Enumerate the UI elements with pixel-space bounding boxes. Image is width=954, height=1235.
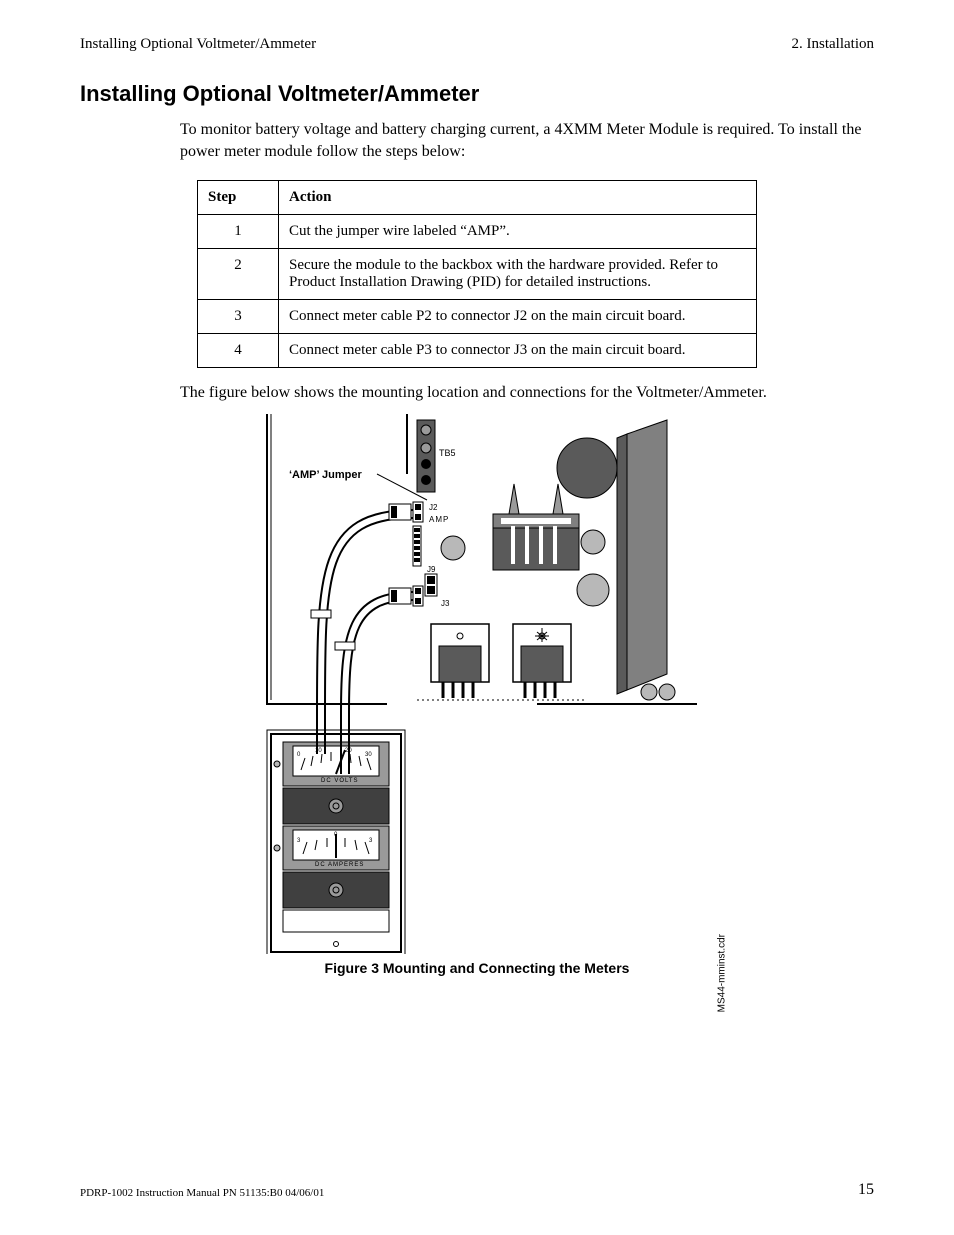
col-action-header: Action [279, 181, 757, 215]
figure-side-label: MS44-mminst.cdr [716, 934, 727, 1012]
label-amp: AMP [429, 515, 449, 524]
label-dc-volts: DC VOLTS [321, 778, 359, 784]
label-dc-amperes: DC AMPERES [315, 862, 364, 868]
step-action: Connect meter cable P3 to connector J3 o… [279, 334, 757, 368]
page-number: 15 [858, 1181, 874, 1199]
label-j9: J9 [427, 565, 436, 574]
col-step-header: Step [198, 181, 279, 215]
label-j3: J3 [441, 599, 450, 608]
figure-svg: TB5 ‘AMP’ Jumper J2 AMP J9 J3 [257, 414, 697, 954]
volt-tick-30: 30 [365, 752, 372, 758]
table-row: 4 Connect meter cable P3 to connector J3… [198, 334, 757, 368]
step-action: Secure the module to the backbox with th… [279, 249, 757, 300]
step-action: Connect meter cable P2 to connector J2 o… [279, 300, 757, 334]
step-number: 4 [198, 334, 279, 368]
running-header: Installing Optional Voltmeter/Ammeter 2.… [80, 36, 874, 53]
table-row: 2 Secure the module to the backbox with … [198, 249, 757, 300]
step-action: Cut the jumper wire labeled “AMP”. [279, 215, 757, 249]
footer: PDRP-1002 Instruction Manual PN 51135:B0… [80, 1181, 874, 1199]
footer-left: PDRP-1002 Instruction Manual PN 51135:B0… [80, 1187, 324, 1199]
step-number: 1 [198, 215, 279, 249]
figure: TB5 ‘AMP’ Jumper J2 AMP J9 J3 [257, 414, 697, 974]
label-tb5: TB5 [439, 448, 456, 458]
header-right: 2. Installation [792, 36, 875, 53]
header-left: Installing Optional Voltmeter/Ammeter [80, 36, 316, 53]
label-j2: J2 [429, 503, 438, 512]
table-row: 1 Cut the jumper wire labeled “AMP”. [198, 215, 757, 249]
step-number: 3 [198, 300, 279, 334]
section-title: Installing Optional Voltmeter/Ammeter [80, 81, 874, 107]
step-number: 2 [198, 249, 279, 300]
page: Installing Optional Voltmeter/Ammeter 2.… [0, 0, 954, 1235]
intro-paragraph: To monitor battery voltage and battery c… [180, 119, 874, 162]
table-row: 3 Connect meter cable P2 to connector J2… [198, 300, 757, 334]
post-table-text: The figure below shows the mounting loca… [180, 384, 874, 402]
figure-caption: Figure 3 Mounting and Connecting the Met… [257, 960, 697, 976]
steps-table: Step Action 1 Cut the jumper wire labele… [197, 180, 757, 368]
label-amp-jumper: ‘AMP’ Jumper [289, 469, 362, 481]
